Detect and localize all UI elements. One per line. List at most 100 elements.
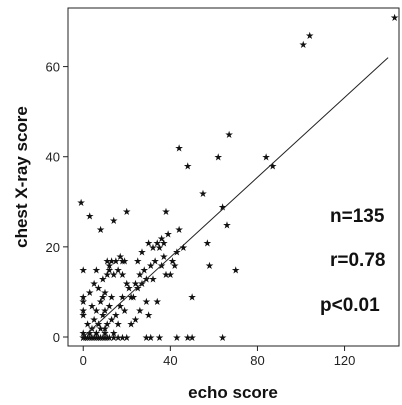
data-point-31: ★ [79,306,88,317]
data-point-5: ★ [87,333,96,344]
data-point-29: ★ [109,328,118,339]
data-point-101: ★ [162,270,171,281]
y-axis-title: chest X-ray score [12,106,31,248]
data-point-41: ★ [98,310,107,321]
data-point-107: ★ [205,261,214,272]
data-point-48: ★ [116,301,125,312]
data-point-95: ★ [138,247,147,258]
axis-ticks: 0 40 80 120 0 20 40 60 [46,60,356,368]
data-point-51: ★ [98,292,107,303]
data-point-1: ★ [79,333,88,344]
data-point-105: ★ [188,292,197,303]
data-point-27: ★ [92,328,101,339]
data-point-19: ★ [146,333,155,344]
data-point-43: ★ [103,319,112,330]
y-tick-label-3: 60 [46,60,60,75]
data-point-3: ★ [83,333,92,344]
data-point-93: ★ [118,256,127,267]
data-point-108: ★ [214,153,223,164]
data-point-46: ★ [111,310,120,321]
data-point-109: ★ [218,202,227,213]
x-tick-label-3: 120 [334,353,356,368]
data-point-80: ★ [148,243,157,254]
data-point-100: ★ [159,252,168,263]
regression-line [82,57,389,338]
data-point-112: ★ [231,265,240,276]
data-point-76: ★ [140,265,149,276]
data-point-113: ★ [262,153,271,164]
data-point-121: ★ [120,306,129,317]
data-point-82: ★ [153,238,162,249]
data-point-73: ★ [133,283,142,294]
data-point-127: ★ [98,274,107,285]
data-point-36: ★ [83,319,92,330]
data-point-98: ★ [153,297,162,308]
data-point-53: ★ [103,256,112,267]
data-point-79: ★ [146,261,155,272]
data-point-7: ★ [92,333,101,344]
data-point-49: ★ [118,292,127,303]
data-point-86: ★ [162,207,171,218]
data-point-78: ★ [144,238,153,249]
data-point-63: ★ [124,283,133,294]
data-point-70: ★ [122,207,131,218]
data-point-67: ★ [96,225,105,236]
data-point-28: ★ [101,328,110,339]
data-point-2: ★ [81,333,90,344]
data-point-44: ★ [105,301,114,312]
data-point-123: ★ [175,225,184,236]
x-tick-label-0: 0 [80,353,87,368]
data-point-91: ★ [172,247,181,258]
data-point-33: ★ [79,292,88,303]
data-point-52: ★ [101,288,110,299]
data-point-0: ★ [79,333,88,344]
data-point-34: ★ [79,265,88,276]
data-point-14: ★ [109,333,118,344]
x-axis-title: echo score [188,383,278,402]
data-point-97: ★ [148,274,157,285]
data-point-22: ★ [183,333,192,344]
data-point-59: ★ [116,252,125,263]
data-point-56: ★ [109,270,118,281]
data-point-106: ★ [203,238,212,249]
data-point-40: ★ [96,324,105,335]
stat-p: p<0.01 [320,295,380,316]
data-point-128: ★ [85,288,94,299]
data-point-4: ★ [85,333,94,344]
data-point-23: ★ [188,333,197,344]
data-point-20: ★ [155,333,164,344]
data-point-57: ★ [111,256,120,267]
data-point-122: ★ [131,315,140,326]
data-point-81: ★ [151,256,160,267]
data-point-124: ★ [199,189,208,200]
data-point-117: ★ [390,13,399,24]
data-point-21: ★ [172,333,181,344]
data-point-45: ★ [107,292,116,303]
data-point-55: ★ [107,256,116,267]
data-point-74: ★ [135,270,144,281]
data-point-50: ★ [96,297,105,308]
data-point-72: ★ [131,279,140,290]
data-point-96: ★ [142,297,151,308]
data-point-89: ★ [168,256,177,267]
data-point-10: ★ [98,333,107,344]
data-point-32: ★ [79,297,88,308]
data-point-24: ★ [218,333,227,344]
data-point-30: ★ [79,310,88,321]
x-tick-label-1: 40 [163,353,177,368]
data-point-18: ★ [142,333,151,344]
data-point-99: ★ [157,234,166,245]
data-point-125: ★ [90,279,99,290]
x-tick-label-2: 80 [250,353,264,368]
data-point-16: ★ [118,333,127,344]
data-point-88: ★ [166,270,175,281]
data-point-66: ★ [85,211,94,222]
data-point-39: ★ [94,319,103,330]
data-point-12: ★ [103,333,112,344]
data-point-17: ★ [122,333,131,344]
data-point-13: ★ [105,333,114,344]
data-point-38: ★ [92,306,101,317]
data-point-6: ★ [90,333,99,344]
data-point-60: ★ [118,270,127,281]
